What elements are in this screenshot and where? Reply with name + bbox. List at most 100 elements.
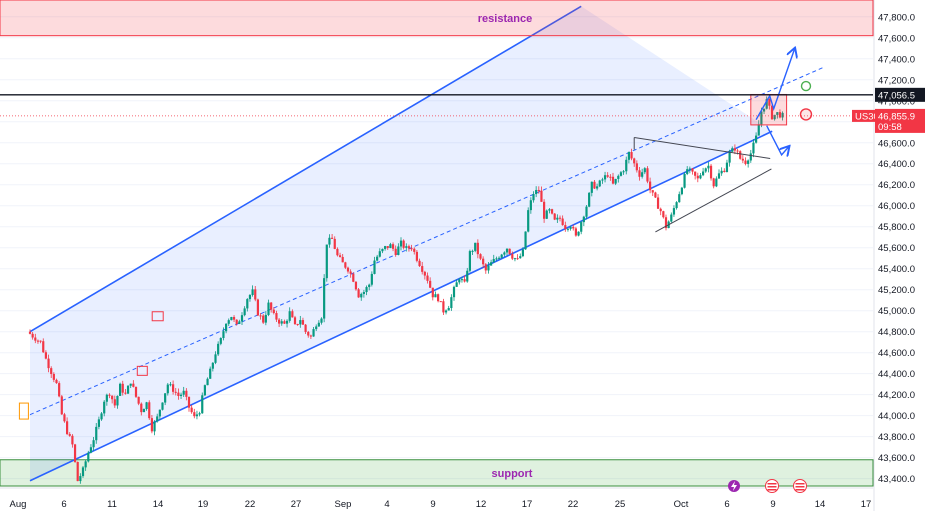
candle-body [646,168,649,182]
candle-body [187,396,191,408]
x-tick-label: 17 [861,499,872,510]
candle-body [227,320,230,324]
candle-body [164,393,167,403]
candle-body [169,384,172,386]
candle-body [725,162,729,172]
black-level-badge [875,87,925,102]
candle-body [405,246,408,248]
candle-body [564,225,567,230]
candle-body [476,242,479,255]
y-tick-label: 43,800.0 [878,432,915,443]
candle-body [537,189,540,191]
candle-body [513,258,517,260]
candle-body [765,99,768,109]
candle-body [569,227,572,229]
candle-body [572,227,575,229]
green-circle-marker [800,80,812,92]
candle-body [354,281,358,290]
y-tick-label: 47,400.0 [878,54,915,65]
y-tick-label: 43,400.0 [878,474,915,485]
candle-body [736,150,739,152]
candle-body [243,308,246,316]
candle-body [307,331,310,336]
candle-body [691,168,694,172]
x-tick-label: 22 [568,499,579,510]
y-tick-label: 47,600.0 [878,33,915,44]
candle-body [619,172,623,176]
candle-body [47,358,50,369]
resistance-zone-band [0,0,874,37]
candle-body [259,315,262,317]
resistance-zone: resistance [0,0,874,37]
candle-body [68,434,71,436]
candle-body [553,213,556,220]
candle-body [776,112,779,115]
candle-body [699,175,702,179]
candle-body [95,426,98,441]
candle-body [264,314,267,323]
x-tick-label: 14 [153,499,164,510]
candles [18,96,784,484]
candle-body [203,385,206,396]
candle-body [251,289,254,296]
candle-body [296,324,299,326]
candle-body [299,320,302,325]
candle-body [484,264,487,271]
candle-body [341,256,344,263]
candle-body [230,317,233,321]
candle-body [649,181,652,191]
candle-body [97,419,100,427]
candle-body [240,315,244,322]
candle-body [365,287,368,293]
candle-body [338,255,342,257]
symbol-badge [852,109,876,122]
black-level-badge-text: 47,056.5 [878,90,915,101]
candle-body [635,163,638,171]
candle-body [741,158,744,161]
candle-body [285,320,289,324]
candle-body [739,151,742,159]
candle-body [124,392,127,394]
candle-body [421,266,424,272]
candle-body [272,309,275,314]
candle-body [360,293,363,298]
candle-body [577,231,580,236]
x-tick-label: Aug [10,499,27,510]
candle-body [633,158,636,164]
candle-body [55,379,58,384]
candle-body [747,160,750,164]
candle-body [519,256,522,259]
price-badges: 47,056.5 US30 46,855.909:58 [852,87,925,133]
candle-body [172,384,175,392]
candle-body [558,217,562,219]
candle-body [709,165,713,179]
candle-body [36,340,40,342]
candle-body [688,168,691,170]
candle-body [397,246,400,255]
x-tick-label: 27 [291,499,302,510]
candle-body [60,396,63,415]
support-zone: support [0,459,874,487]
candle-body [121,383,124,393]
candle-body [566,228,570,230]
candle-body [707,165,710,169]
candle-body [487,265,490,271]
candle-body [31,333,34,338]
candle-body [156,416,159,422]
candle-body [185,390,188,397]
y-tick-label: 44,200.0 [878,390,915,401]
y-tick-label: 43,600.0 [878,453,915,464]
y-tick-label: 44,000.0 [878,411,915,422]
candle-body [214,354,217,363]
candle-body [627,152,630,160]
candle-body [81,467,85,477]
highlight-box [18,402,29,420]
candle-body [659,208,662,212]
candle-body [232,317,236,320]
candle-body [609,176,612,178]
candle-body [108,394,111,396]
flag-stripe [795,486,805,488]
candle-body [132,383,135,387]
candle-body [407,246,411,249]
